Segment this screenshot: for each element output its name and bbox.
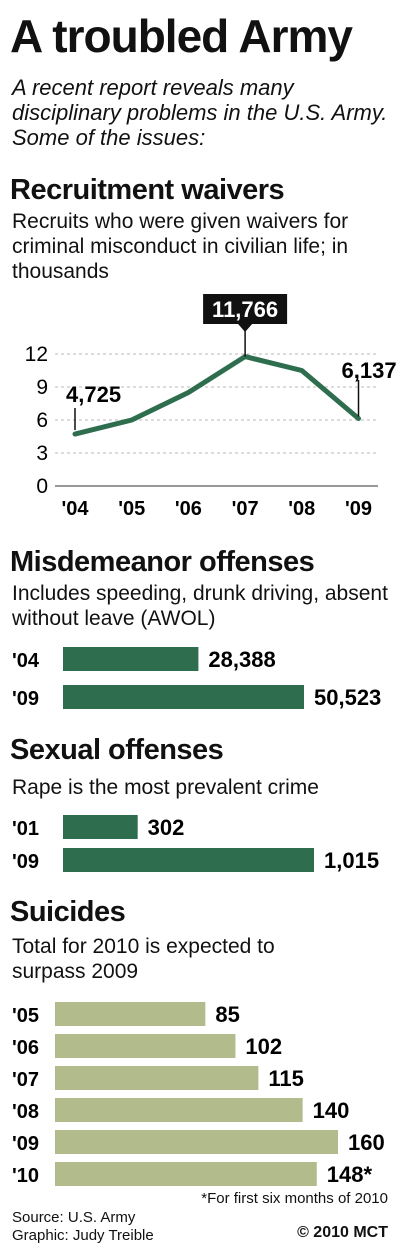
copyright: © 2010 MCT: [297, 1224, 388, 1241]
x-tick-label: '05: [118, 498, 145, 520]
bar: [55, 1162, 317, 1186]
value-label: 302: [148, 815, 185, 840]
misdemeanor-description: Includes speeding, drunk driving, absent…: [12, 582, 388, 630]
value-label: 85: [215, 1002, 239, 1027]
sexual-heading: Sexual offenses: [10, 734, 224, 766]
category-label: '09: [12, 1133, 39, 1155]
footnote: *For first six months of 2010: [201, 1190, 388, 1207]
y-tick-label: 6: [36, 409, 48, 432]
waivers-line-chart: 0 3 6 9 12 '04 '05 '06 '07 '08 '09 4,725 11,766 6,1…: [25, 294, 397, 520]
category-label: '09: [12, 851, 39, 873]
misdemeanor-bar-chart: '04 28,388 '09 50,523: [12, 647, 381, 710]
y-tick-label: 9: [36, 376, 48, 399]
category-label: '05: [12, 1005, 39, 1027]
bar: [63, 815, 138, 839]
data-label: 6,137: [342, 358, 397, 383]
page-title: A troubled Army: [10, 10, 353, 62]
value-label: 1,015: [324, 848, 379, 873]
bar: [55, 1130, 338, 1154]
category-label: '04: [12, 650, 40, 672]
value-label: 115: [268, 1066, 304, 1091]
sexual-bar-chart: '01 302 '09 1,015: [12, 815, 379, 873]
source-credit: Source: U.S. Army: [12, 1209, 136, 1226]
bar: [63, 647, 199, 671]
suicides-heading: Suicides: [10, 896, 126, 928]
category-label: '08: [12, 1101, 39, 1123]
y-tick-label: 0: [36, 475, 48, 498]
x-tick-label: '07: [232, 498, 259, 520]
x-tick-label: '04: [61, 498, 89, 520]
bar: [63, 685, 304, 709]
bar: [55, 1066, 259, 1090]
value-label: 148*: [327, 1162, 373, 1187]
intro-text: A recent report reveals many disciplinar…: [12, 75, 388, 150]
value-label: 50,523: [314, 685, 381, 710]
value-label: 160: [348, 1130, 385, 1155]
category-label: '07: [12, 1069, 39, 1091]
y-tick-label: 12: [25, 343, 48, 366]
value-label: 140: [313, 1098, 350, 1123]
graphic-credit: Graphic: Judy Treible: [12, 1227, 154, 1244]
peak-label-box: [203, 294, 288, 324]
x-tick-label: '09: [345, 498, 372, 520]
bar: [55, 1098, 303, 1122]
bar: [63, 848, 314, 872]
data-label: 11,766: [212, 297, 278, 322]
value-label: 102: [245, 1034, 282, 1059]
category-label: '10: [12, 1165, 39, 1187]
waivers-heading: Recruitment waivers: [10, 174, 285, 206]
category-label: '01: [12, 818, 39, 840]
suicides-description: Total for 2010 is expected to surpass 20…: [12, 935, 275, 983]
category-label: '06: [12, 1037, 39, 1059]
x-tick-label: '06: [175, 498, 202, 520]
peak-label-pointer: [238, 324, 253, 332]
value-label: 28,388: [208, 647, 275, 672]
bar: [55, 1034, 236, 1058]
suicides-bar-chart: '05 85 '06 102 '07 115 '08 140 '09 160 '10 148*: [12, 1002, 385, 1187]
bar: [55, 1002, 206, 1026]
waivers-series-line: [72, 354, 361, 437]
sexual-description: Rape is the most prevalent crime: [12, 776, 319, 799]
x-tick-label: '08: [288, 498, 315, 520]
y-tick-label: 3: [36, 442, 48, 465]
waivers-description: Recruits who were given waivers for crim…: [12, 210, 349, 283]
category-label: '09: [12, 688, 39, 710]
data-label: 4,725: [66, 382, 121, 407]
misdemeanor-heading: Misdemeanor offenses: [10, 546, 315, 578]
